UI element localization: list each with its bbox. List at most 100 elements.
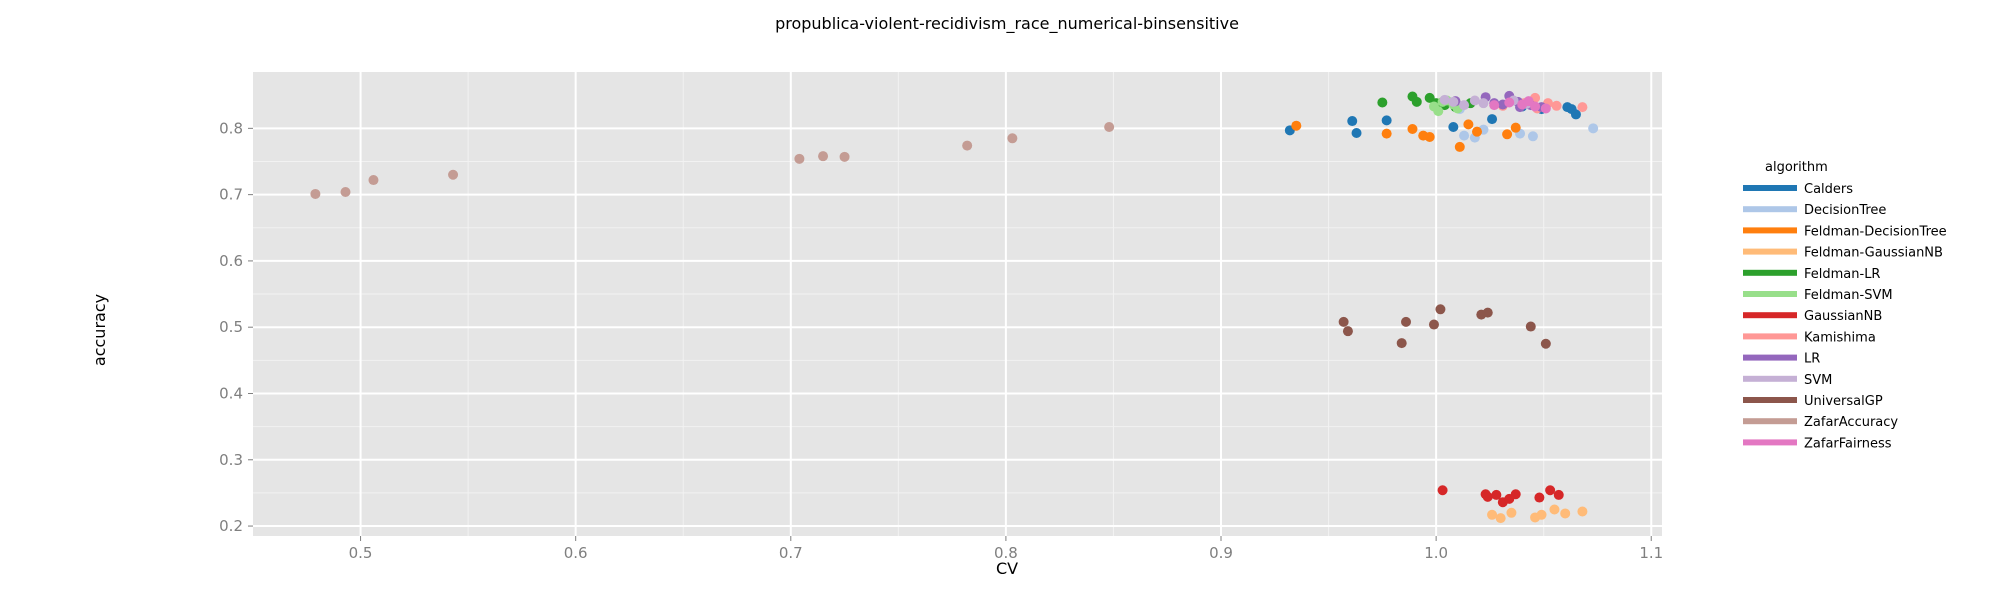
y-tick-label: 0.2	[219, 517, 243, 535]
data-point	[1487, 114, 1498, 125]
data-point	[1338, 316, 1349, 327]
legend-title: algorithm	[1765, 160, 1828, 175]
data-point	[1472, 126, 1483, 137]
data-point	[1577, 506, 1588, 517]
legend-swatch	[1743, 354, 1797, 361]
data-point	[1469, 95, 1480, 106]
x-tick-label: 1.0	[1424, 544, 1448, 562]
data-point	[1495, 513, 1506, 524]
data-point	[1401, 316, 1412, 327]
data-point	[1482, 491, 1493, 502]
y-tick-label: 0.4	[219, 384, 243, 402]
data-point	[1577, 102, 1588, 113]
data-point	[340, 186, 351, 197]
data-point	[1448, 122, 1459, 133]
data-point	[1588, 123, 1599, 134]
plot-background	[253, 72, 1662, 536]
legend-label: ZafarAccuracy	[1804, 415, 1898, 430]
x-tick-label: 0.6	[564, 544, 588, 562]
y-tick-label: 0.3	[219, 451, 243, 469]
data-point	[1545, 485, 1556, 496]
data-point	[1433, 106, 1444, 117]
legend-label: Kamishima	[1804, 330, 1876, 345]
grid-minor	[253, 72, 1662, 536]
data-point	[1510, 489, 1521, 500]
legend-label: GaussianNB	[1804, 309, 1882, 324]
legend-label: ZafarFairness	[1804, 436, 1892, 451]
data-point	[310, 188, 321, 199]
y-tick-label: 0.7	[219, 186, 243, 204]
legend-label: LR	[1804, 352, 1820, 367]
data-point	[1540, 338, 1551, 349]
legend-label: UniversalGP	[1804, 394, 1883, 409]
legend-swatch	[1743, 269, 1797, 276]
data-point	[1489, 100, 1500, 111]
legend-label: Feldman-LR	[1804, 267, 1880, 282]
data-point	[1424, 131, 1435, 142]
y-tick-label: 0.5	[219, 318, 243, 336]
data-point	[1540, 103, 1551, 114]
data-point	[1482, 307, 1493, 318]
data-point	[1448, 96, 1459, 107]
legend-swatch	[1743, 185, 1797, 191]
data-point	[1104, 122, 1115, 133]
legend-swatch	[1743, 375, 1797, 382]
legend-label: Feldman-SVM	[1804, 288, 1893, 303]
data-point	[1437, 485, 1448, 496]
plot-area	[253, 72, 1662, 536]
data-point	[1536, 509, 1547, 520]
legend-swatch	[1743, 206, 1797, 213]
data-point	[448, 169, 459, 180]
data-point	[794, 153, 805, 164]
data-point	[1502, 129, 1513, 140]
data-points	[310, 90, 1599, 524]
x-tick-label: 0.8	[994, 544, 1018, 562]
legend: algorithm Calders DecisionTree Feldman-Dec…	[1743, 160, 1947, 451]
grid-major	[253, 72, 1662, 536]
x-tick-label: 1.1	[1639, 544, 1663, 562]
data-point	[818, 151, 829, 162]
legend-swatch	[1743, 439, 1797, 446]
data-point	[1523, 96, 1534, 107]
data-point	[1525, 321, 1536, 332]
x-axis: 0.5 0.6 0.7 0.8 0.9 1.0 1.1	[349, 536, 1663, 562]
legend-label: Feldman-DecisionTree	[1804, 224, 1947, 239]
data-point	[1478, 98, 1489, 109]
data-point	[1377, 97, 1388, 108]
data-point	[1411, 96, 1422, 107]
x-tick-label: 0.7	[779, 544, 803, 562]
data-point	[1428, 319, 1439, 330]
data-point	[1351, 127, 1362, 138]
data-point	[1342, 326, 1353, 337]
data-point	[1463, 119, 1474, 130]
data-point	[1435, 304, 1446, 315]
data-point	[1381, 115, 1392, 126]
data-point	[1506, 507, 1517, 518]
data-point	[1407, 124, 1418, 135]
legend-swatch	[1743, 291, 1797, 297]
data-point	[1487, 509, 1498, 520]
legend-swatch	[1743, 333, 1797, 340]
data-point	[1007, 133, 1018, 144]
data-point	[1560, 508, 1571, 519]
data-point	[1510, 122, 1521, 133]
y-tick-label: 0.6	[219, 252, 243, 270]
data-point	[1504, 97, 1515, 108]
y-axis-label: accuracy	[90, 294, 109, 366]
data-point	[1549, 504, 1560, 515]
x-tick-label: 0.9	[1209, 544, 1233, 562]
data-point	[962, 140, 973, 151]
data-point	[839, 151, 850, 162]
x-axis-label: CV	[996, 559, 1018, 578]
legend-swatch	[1743, 227, 1797, 234]
legend-label: SVM	[1804, 373, 1832, 388]
data-point	[1439, 94, 1450, 105]
legend-swatch	[1743, 248, 1797, 255]
legend-items: Calders DecisionTree Feldman-DecisionTree F…	[1743, 182, 1947, 451]
y-tick-label: 0.8	[219, 119, 243, 137]
data-point	[1291, 120, 1302, 131]
x-tick-label: 0.5	[349, 544, 373, 562]
data-point	[368, 175, 379, 186]
legend-label: Feldman-GaussianNB	[1804, 246, 1943, 261]
